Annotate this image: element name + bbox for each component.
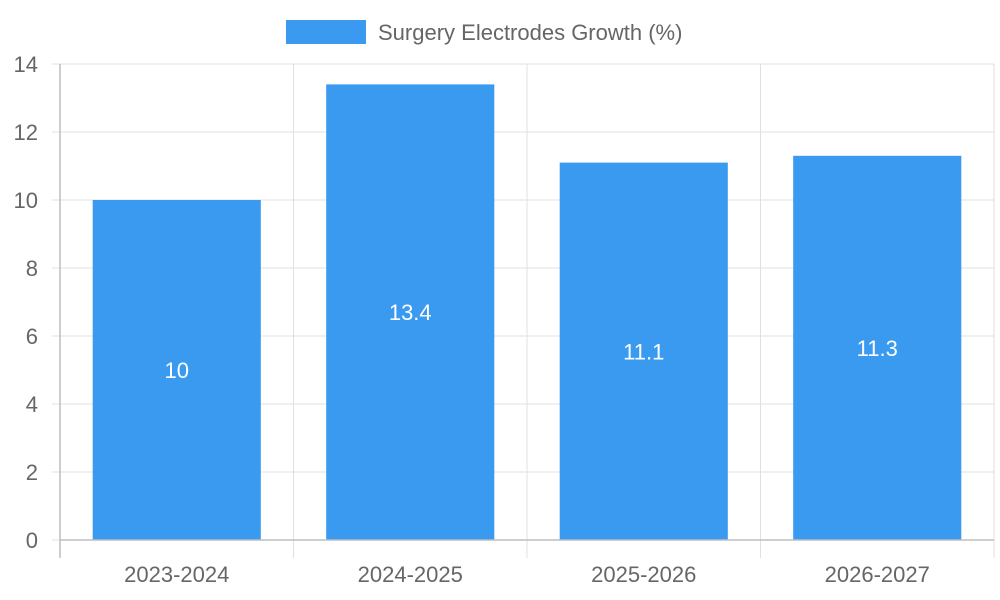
bar-value-label: 13.4 bbox=[389, 300, 432, 325]
y-tick-label: 2 bbox=[26, 460, 38, 485]
x-tick-label: 2026-2027 bbox=[825, 562, 930, 587]
bar-2026-2027[interactable] bbox=[793, 155, 962, 541]
bars bbox=[92, 84, 962, 541]
bar-2024-2025[interactable] bbox=[326, 84, 495, 541]
x-tick-label: 2024-2025 bbox=[358, 562, 463, 587]
y-tick-label: 4 bbox=[26, 392, 38, 417]
bar-value-label: 11.3 bbox=[857, 336, 898, 361]
y-tick-label: 12 bbox=[14, 120, 38, 145]
y-tick-label: 10 bbox=[14, 188, 38, 213]
legend-swatch[interactable] bbox=[286, 20, 366, 44]
legend[interactable]: Surgery Electrodes Growth (%) bbox=[286, 20, 682, 45]
y-tick-label: 6 bbox=[26, 324, 38, 349]
y-tick-label: 0 bbox=[26, 528, 38, 553]
bar-value-label: 10 bbox=[165, 358, 189, 383]
axes: 0 2 4 6 8 10 12 14 2023-2024 2024-2025 2025-2026 20… bbox=[14, 52, 994, 587]
x-tick-label: 2025-2026 bbox=[591, 562, 696, 587]
x-tick-label: 2023-2024 bbox=[124, 562, 229, 587]
bar-value-label: 11.1 bbox=[623, 339, 664, 364]
bar-2025-2026[interactable] bbox=[559, 162, 728, 540]
data-labels: 10 13.4 11.1 11.3 bbox=[165, 300, 898, 383]
bar-2023-2024[interactable] bbox=[92, 200, 261, 540]
y-tick-label: 14 bbox=[14, 52, 38, 77]
y-tick-label: 8 bbox=[26, 256, 38, 281]
legend-label[interactable]: Surgery Electrodes Growth (%) bbox=[378, 20, 682, 45]
